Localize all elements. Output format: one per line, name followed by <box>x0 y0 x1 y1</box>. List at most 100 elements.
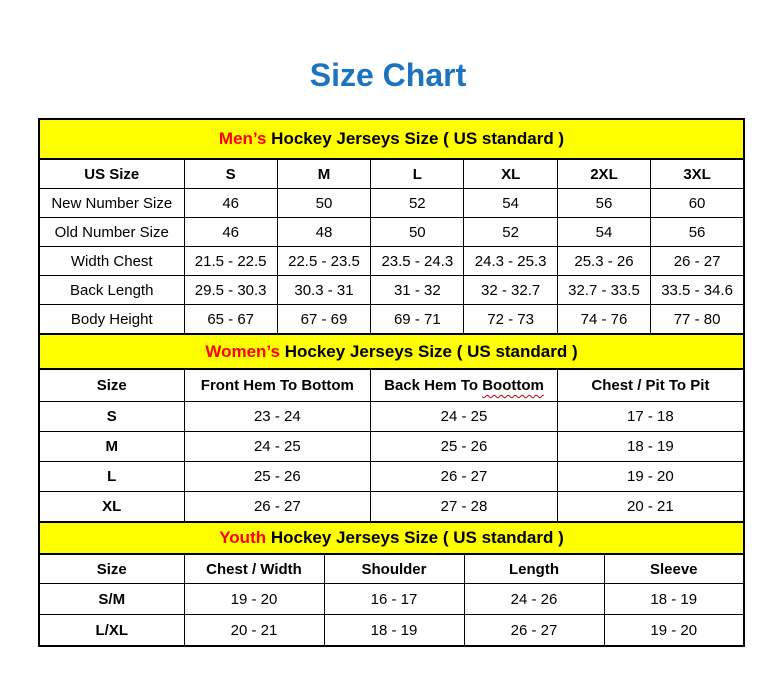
size-value-cell: 18 - 19 <box>323 614 465 647</box>
size-value-cell: 23 - 24 <box>183 401 372 433</box>
youth-header-row: Size Chest / Width Shoulder Length Sleev… <box>38 553 745 585</box>
column-header: XL <box>463 158 558 190</box>
mens-size-table: Men’s Hockey Jerseys Size ( US standard … <box>38 118 745 336</box>
column-header: M <box>276 158 372 190</box>
size-value-cell: 50 <box>276 188 372 219</box>
size-value-cell: 21.5 - 22.5 <box>183 246 278 277</box>
womens-table-title: Women’s Hockey Jerseys Size ( US standar… <box>38 333 745 371</box>
mens-title-highlight: Men’s <box>218 129 267 149</box>
column-header-misspelled: Back Hem To Boottom <box>370 368 558 403</box>
size-value-cell: 23.5 - 24.3 <box>370 246 465 277</box>
table-row: S 23 - 24 24 - 25 17 - 18 <box>38 401 745 433</box>
column-header: 3XL <box>650 158 745 190</box>
youth-table-title: Youth Hockey Jerseys Size ( US standard … <box>38 521 745 556</box>
size-value-cell: 16 - 17 <box>323 583 465 616</box>
mens-table-title: Men’s Hockey Jerseys Size ( US standard … <box>38 118 745 161</box>
column-header: 2XL <box>556 158 652 190</box>
row-label: M <box>38 431 185 463</box>
table-row: Width Chest 21.5 - 22.5 22.5 - 23.5 23.5… <box>38 246 745 277</box>
row-label: Body Height <box>38 304 185 335</box>
size-value-cell: 19 - 20 <box>603 614 745 647</box>
size-value-cell: 32 - 32.7 <box>463 275 558 306</box>
size-value-cell: 46 <box>183 188 278 219</box>
row-label: S/M <box>38 583 185 616</box>
size-value-cell: 24 - 26 <box>463 583 605 616</box>
table-row: L 25 - 26 26 - 27 19 - 20 <box>38 461 745 493</box>
size-value-cell: 26 - 27 <box>370 461 558 493</box>
table-row: L/XL 20 - 21 18 - 19 26 - 27 19 - 20 <box>38 614 745 647</box>
column-header: Size <box>38 368 185 403</box>
column-header: Shoulder <box>323 553 465 585</box>
size-value-cell: 24.3 - 25.3 <box>463 246 558 277</box>
size-value-cell: 67 - 69 <box>276 304 372 335</box>
size-value-cell: 77 - 80 <box>650 304 745 335</box>
size-value-cell: 26 - 27 <box>183 491 372 523</box>
size-value-cell: 52 <box>370 188 465 219</box>
size-value-cell: 18 - 19 <box>603 583 745 616</box>
size-value-cell: 31 - 32 <box>370 275 465 306</box>
womens-title-highlight: Women’s <box>205 341 280 361</box>
column-header: Size <box>38 553 185 585</box>
column-header: Length <box>463 553 605 585</box>
size-value-cell: 54 <box>463 188 558 219</box>
column-header: US Size <box>38 158 185 190</box>
column-header: S <box>183 158 278 190</box>
table-row: Body Height 65 - 67 67 - 69 69 - 71 72 -… <box>38 304 745 335</box>
womens-title-rest: Hockey Jerseys Size ( US standard ) <box>279 341 578 361</box>
womens-table-heading-row: Women’s Hockey Jerseys Size ( US standar… <box>38 333 745 371</box>
size-value-cell: 65 - 67 <box>183 304 278 335</box>
size-value-cell: 20 - 21 <box>556 491 745 523</box>
size-value-cell: 26 - 27 <box>650 246 745 277</box>
column-header: Chest / Width <box>183 553 325 585</box>
row-label: L <box>38 461 185 493</box>
youth-size-table: Youth Hockey Jerseys Size ( US standard … <box>38 521 745 648</box>
row-label: Old Number Size <box>38 217 185 248</box>
size-value-cell: 22.5 - 23.5 <box>276 246 372 277</box>
womens-size-table: Women’s Hockey Jerseys Size ( US standar… <box>38 333 745 524</box>
size-value-cell: 24 - 25 <box>370 401 558 433</box>
table-row: New Number Size 46 50 52 54 56 60 <box>38 188 745 219</box>
size-value-cell: 24 - 25 <box>183 431 372 463</box>
row-label: Width Chest <box>38 246 185 277</box>
table-row: Back Length 29.5 - 30.3 30.3 - 31 31 - 3… <box>38 275 745 306</box>
size-value-cell: 25 - 26 <box>183 461 372 493</box>
youth-title-highlight: Youth <box>219 528 267 548</box>
size-value-cell: 69 - 71 <box>370 304 465 335</box>
youth-title-rest: Hockey Jerseys Size ( US standard ) <box>266 528 564 548</box>
back-hem-prefix: Back Hem To <box>384 377 483 395</box>
size-value-cell: 27 - 28 <box>370 491 558 523</box>
youth-table-heading-row: Youth Hockey Jerseys Size ( US standard … <box>38 521 745 556</box>
mens-header-row: US Size S M L XL 2XL 3XL <box>38 158 745 190</box>
column-header: Chest / Pit To Pit <box>556 368 745 403</box>
row-label: Back Length <box>38 275 185 306</box>
size-tables-container: Men’s Hockey Jerseys Size ( US standard … <box>38 118 745 648</box>
table-row: M 24 - 25 25 - 26 18 - 19 <box>38 431 745 463</box>
row-label: New Number Size <box>38 188 185 219</box>
size-value-cell: 30.3 - 31 <box>276 275 372 306</box>
size-value-cell: 29.5 - 30.3 <box>183 275 278 306</box>
row-label: S <box>38 401 185 433</box>
page-title: Size Chart <box>309 57 467 93</box>
size-value-cell: 52 <box>463 217 558 248</box>
size-value-cell: 19 - 20 <box>556 461 745 493</box>
column-header: L <box>370 158 465 190</box>
size-value-cell: 32.7 - 33.5 <box>556 275 652 306</box>
size-value-cell: 33.5 - 34.6 <box>650 275 745 306</box>
row-label: XL <box>38 491 185 523</box>
mens-title-rest: Hockey Jerseys Size ( US standard ) <box>266 129 565 149</box>
table-row: S/M 19 - 20 16 - 17 24 - 26 18 - 19 <box>38 583 745 616</box>
back-hem-misspelled-word: Boottom <box>482 377 544 395</box>
size-value-cell: 74 - 76 <box>556 304 652 335</box>
size-value-cell: 19 - 20 <box>183 583 325 616</box>
row-label: L/XL <box>38 614 185 647</box>
size-value-cell: 18 - 19 <box>556 431 745 463</box>
mens-table-heading-row: Men’s Hockey Jerseys Size ( US standard … <box>38 118 745 161</box>
size-value-cell: 56 <box>650 217 745 248</box>
column-header: Sleeve <box>603 553 745 585</box>
table-row: XL 26 - 27 27 - 28 20 - 21 <box>38 491 745 523</box>
size-value-cell: 50 <box>370 217 465 248</box>
size-value-cell: 20 - 21 <box>183 614 325 647</box>
size-value-cell: 56 <box>556 188 652 219</box>
size-value-cell: 25 - 26 <box>370 431 558 463</box>
